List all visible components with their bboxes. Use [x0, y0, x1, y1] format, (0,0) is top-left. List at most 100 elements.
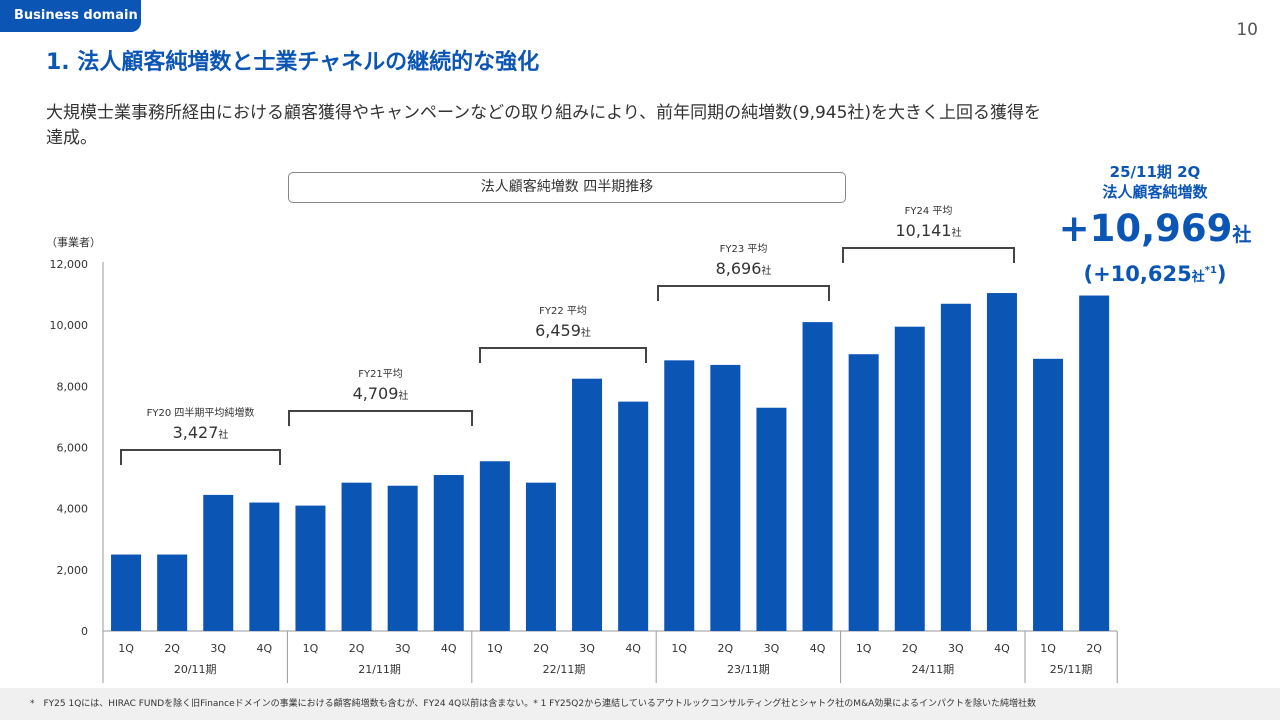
bar: [341, 482, 372, 631]
highlight-value: +10,969社: [1050, 206, 1260, 258]
average-number: 6,459: [535, 321, 581, 340]
average-bracket: [842, 247, 1015, 263]
x-group-label: 25/11期: [1050, 663, 1093, 676]
y-tick-label: 0: [81, 625, 88, 638]
bar: [940, 303, 971, 631]
x-tick-label: 1Q: [671, 642, 687, 655]
average-bracket: [479, 347, 647, 363]
x-tick-label: 4Q: [257, 642, 273, 655]
average-label: FY23 平均: [720, 243, 768, 255]
bar: [1079, 295, 1110, 631]
highlight-sub-open: (+10,625: [1083, 262, 1192, 286]
x-tick-label: 2Q: [164, 642, 180, 655]
y-tick-label: 6,000: [57, 442, 89, 455]
highlight-unit: 社: [1232, 224, 1252, 246]
bar: [295, 505, 326, 631]
average-unit: 社: [218, 428, 228, 441]
average-value: 3,427社: [173, 423, 229, 442]
y-tick-label: 12,000: [50, 258, 89, 271]
description-text: 大規模士業事務所経由における顧客獲得やキャンペーンなどの取り組みにより、前年同期…: [46, 103, 1042, 148]
page-title: 1. 法人顧客純増数と士業チャネルの継続的な強化: [46, 50, 540, 75]
x-tick-label: 4Q: [994, 642, 1010, 655]
x-group-label: 23/11期: [727, 663, 770, 676]
x-tick-label: 1Q: [118, 642, 134, 655]
bar: [664, 360, 695, 631]
average-unit: 社: [951, 226, 961, 239]
average-number: 8,696: [716, 259, 762, 278]
average-value: 4,709社: [353, 384, 409, 403]
highlight-number: +10,969: [1058, 207, 1233, 250]
average-number: 3,427: [173, 423, 219, 442]
x-tick-label: 1Q: [303, 642, 319, 655]
x-tick-label: 2Q: [533, 642, 549, 655]
x-tick-label: 3Q: [948, 642, 964, 655]
average-unit: 社: [398, 389, 408, 402]
average-value: 10,141社: [896, 221, 962, 240]
x-tick-label: 3Q: [395, 642, 411, 655]
average-bracket: [657, 285, 830, 301]
x-tick-label: 1Q: [1040, 642, 1056, 655]
average-value: 6,459社: [535, 321, 591, 340]
average-number: 4,709: [353, 384, 399, 403]
bar: [249, 502, 280, 631]
bar: [203, 494, 234, 631]
y-tick-label: 4,000: [57, 503, 89, 516]
y-tick-label: 2,000: [57, 564, 89, 577]
average-bracket: [120, 449, 281, 465]
x-tick-label: 4Q: [810, 642, 826, 655]
average-label: FY22 平均: [539, 305, 587, 317]
bar: [618, 401, 649, 631]
bar: [986, 293, 1017, 631]
highlight-sub-close: ): [1216, 262, 1227, 286]
x-tick-label: 3Q: [579, 642, 595, 655]
x-tick-label: 3Q: [764, 642, 780, 655]
x-tick-label: 4Q: [625, 642, 641, 655]
chart-title: 法人顧客純増数 四半期推移: [288, 172, 846, 203]
bar: [802, 322, 833, 631]
bar: [894, 326, 925, 631]
average-bracket: [288, 410, 473, 426]
bar: [848, 354, 879, 631]
bar: [157, 554, 188, 631]
average-value: 8,696社: [716, 259, 772, 278]
x-tick-label: 2Q: [1086, 642, 1102, 655]
highlight-sub-sup: *1: [1204, 265, 1217, 276]
y-tick-label: 8,000: [57, 380, 89, 393]
bar: [572, 378, 603, 631]
bar: [756, 407, 787, 631]
bar: [111, 554, 142, 631]
x-tick-label: 3Q: [210, 642, 226, 655]
x-group-label: 20/11期: [174, 663, 217, 676]
x-tick-label: 4Q: [441, 642, 457, 655]
average-label: FY21平均: [358, 368, 403, 380]
highlight-period: 25/11期 2Q: [1109, 163, 1201, 181]
average-unit: 社: [761, 264, 771, 277]
highlight-panel: 25/11期 2Q 法人顧客純増数 +10,969社 (+10,625社*1): [1050, 162, 1260, 291]
page-number: 10: [1236, 20, 1258, 40]
y-axis-label: （事業者）: [46, 236, 101, 249]
footnote: * FY25 1Qには、HIRAC FUNDを除く旧Financeドメインの事業…: [0, 688, 1280, 720]
x-tick-label: 2Q: [902, 642, 918, 655]
x-group-label: 22/11期: [543, 663, 586, 676]
bar: [433, 475, 464, 631]
bar-chart: （事業者） 0 2,000 4,000 6,000 8,000 10,000 12,000 1Q…: [46, 205, 1118, 683]
x-tick-label: 1Q: [856, 642, 872, 655]
bar: [479, 461, 510, 631]
average-number: 10,141: [896, 221, 952, 240]
x-group-label: 24/11期: [911, 663, 954, 676]
y-tick-label: 10,000: [50, 319, 89, 332]
highlight-label: 法人顧客純増数: [1102, 183, 1208, 201]
bar: [387, 485, 418, 631]
bar: [1033, 358, 1064, 631]
x-tick-label: 1Q: [487, 642, 503, 655]
x-tick-label: 2Q: [718, 642, 734, 655]
x-tick-label: 2Q: [349, 642, 365, 655]
bar: [710, 364, 741, 631]
section-tag: Business domain: [0, 0, 141, 32]
x-group-label: 21/11期: [358, 663, 401, 676]
bar: [525, 482, 556, 631]
highlight-sub: (+10,625社*1): [1050, 258, 1260, 291]
average-label: FY24 平均: [905, 205, 953, 217]
average-unit: 社: [581, 326, 591, 339]
highlight-sub-unit: 社: [1191, 270, 1205, 285]
